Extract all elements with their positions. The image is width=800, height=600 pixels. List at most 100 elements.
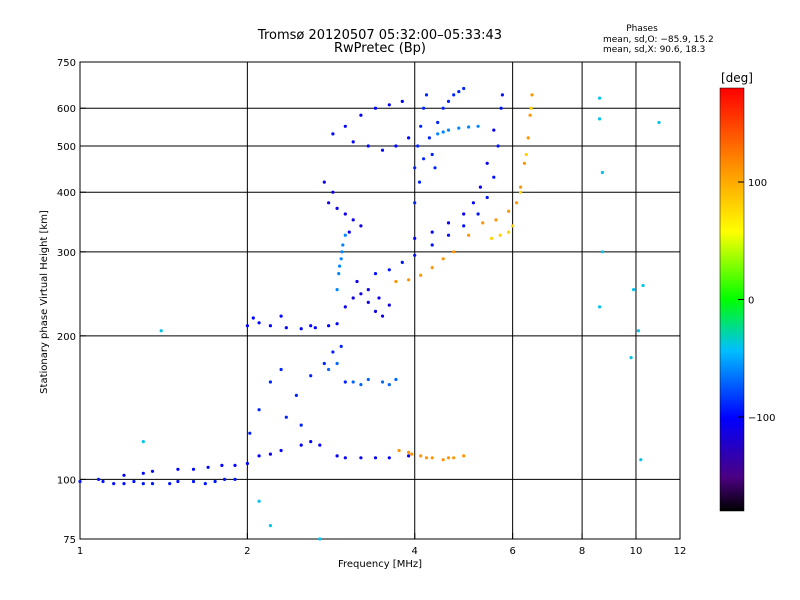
data-point [600, 250, 605, 254]
data-point [380, 148, 385, 152]
data-point [522, 161, 527, 165]
data-point [419, 454, 423, 458]
data-point [327, 367, 331, 372]
y-axis-label: Stationary phase Virtual Height [km] [39, 210, 50, 394]
data-point [78, 479, 82, 484]
data-point [322, 361, 326, 366]
data-point [467, 233, 471, 237]
data-point [112, 482, 116, 486]
plot-area [79, 61, 681, 540]
data-point [476, 212, 480, 216]
data-point [101, 479, 105, 484]
data-point [492, 175, 496, 179]
data-point [141, 482, 145, 486]
data-point [515, 201, 519, 205]
data-point [355, 279, 359, 284]
data-point [436, 132, 440, 136]
data-point [343, 212, 347, 216]
data-point [309, 324, 313, 328]
data-point [122, 473, 126, 477]
data-point [339, 257, 343, 261]
data-point [441, 458, 445, 462]
data-point [407, 278, 411, 282]
x-tick-label: 2 [244, 546, 250, 557]
y-tick-label: 75 [63, 535, 76, 546]
data-point [294, 393, 298, 397]
x-tick-label: 4 [412, 546, 418, 557]
data-point [335, 206, 339, 210]
x-tick-label: 6 [509, 546, 515, 557]
data-point [132, 479, 136, 484]
data-point [351, 296, 355, 300]
data-point [122, 482, 126, 486]
data-point [279, 314, 283, 318]
data-point [387, 456, 391, 460]
data-point [394, 279, 398, 284]
colorbar-ticks: 100 0 −100 [738, 178, 775, 424]
data-point [279, 367, 283, 372]
data-point [223, 477, 227, 481]
data-point [446, 128, 451, 132]
data-point [441, 106, 445, 110]
data-point [366, 377, 370, 382]
data-point [478, 185, 482, 189]
y-tick-label: 100 [57, 475, 76, 486]
data-point [476, 124, 480, 128]
data-point [97, 477, 101, 481]
data-point [176, 467, 180, 471]
y-axis-ticks: 75 100 200 300 400 500 600 750 [57, 58, 86, 546]
data-point [462, 224, 466, 228]
data-point [220, 463, 224, 467]
phases-o-stats: mean, sd,O: −85.9, 15.2 [603, 35, 714, 45]
data-point [380, 380, 385, 384]
data-point [492, 128, 496, 132]
y-tick-label: 400 [57, 188, 76, 199]
data-point [413, 201, 417, 205]
x-tick-label: 12 [674, 546, 687, 557]
data-point [359, 113, 363, 117]
data-point [526, 136, 530, 140]
data-point [279, 448, 283, 453]
data-point [485, 161, 489, 165]
data-point [387, 268, 391, 272]
data-point [416, 144, 420, 148]
data-point [471, 201, 475, 205]
x-tick-label: 8 [579, 546, 585, 557]
data-point [331, 132, 335, 136]
data-point [441, 130, 445, 134]
data-point [598, 117, 602, 121]
data-point [441, 257, 445, 261]
data-point [462, 454, 466, 458]
data-point [632, 288, 636, 292]
data-point [413, 253, 417, 257]
data-point [335, 288, 339, 292]
data-point [176, 479, 180, 484]
data-point [331, 190, 335, 194]
data-point [341, 243, 345, 247]
colorbar-tick-label: 0 [748, 296, 754, 307]
data-point [366, 300, 370, 304]
data-point [268, 380, 272, 384]
data-point [257, 499, 261, 503]
data-point [524, 152, 528, 157]
x-axis-ticks: 1 2 4 6 8 10 12 [77, 533, 687, 557]
colorbar-label: [deg] [721, 71, 753, 85]
data-point [359, 292, 363, 296]
data-point [299, 443, 303, 447]
data-point [268, 452, 272, 456]
data-point [407, 450, 411, 454]
data-point [343, 124, 347, 128]
data-point [407, 136, 411, 140]
data-point [430, 152, 434, 157]
data-point [419, 273, 423, 277]
phases-title: Phases [626, 24, 658, 34]
data-point [407, 454, 411, 458]
data-point [257, 408, 261, 412]
y-tick-label: 750 [57, 58, 76, 69]
y-tick-label: 600 [57, 104, 76, 115]
data-point [528, 113, 532, 117]
data-point [430, 230, 434, 234]
data-point [457, 90, 461, 94]
data-point [335, 361, 339, 366]
